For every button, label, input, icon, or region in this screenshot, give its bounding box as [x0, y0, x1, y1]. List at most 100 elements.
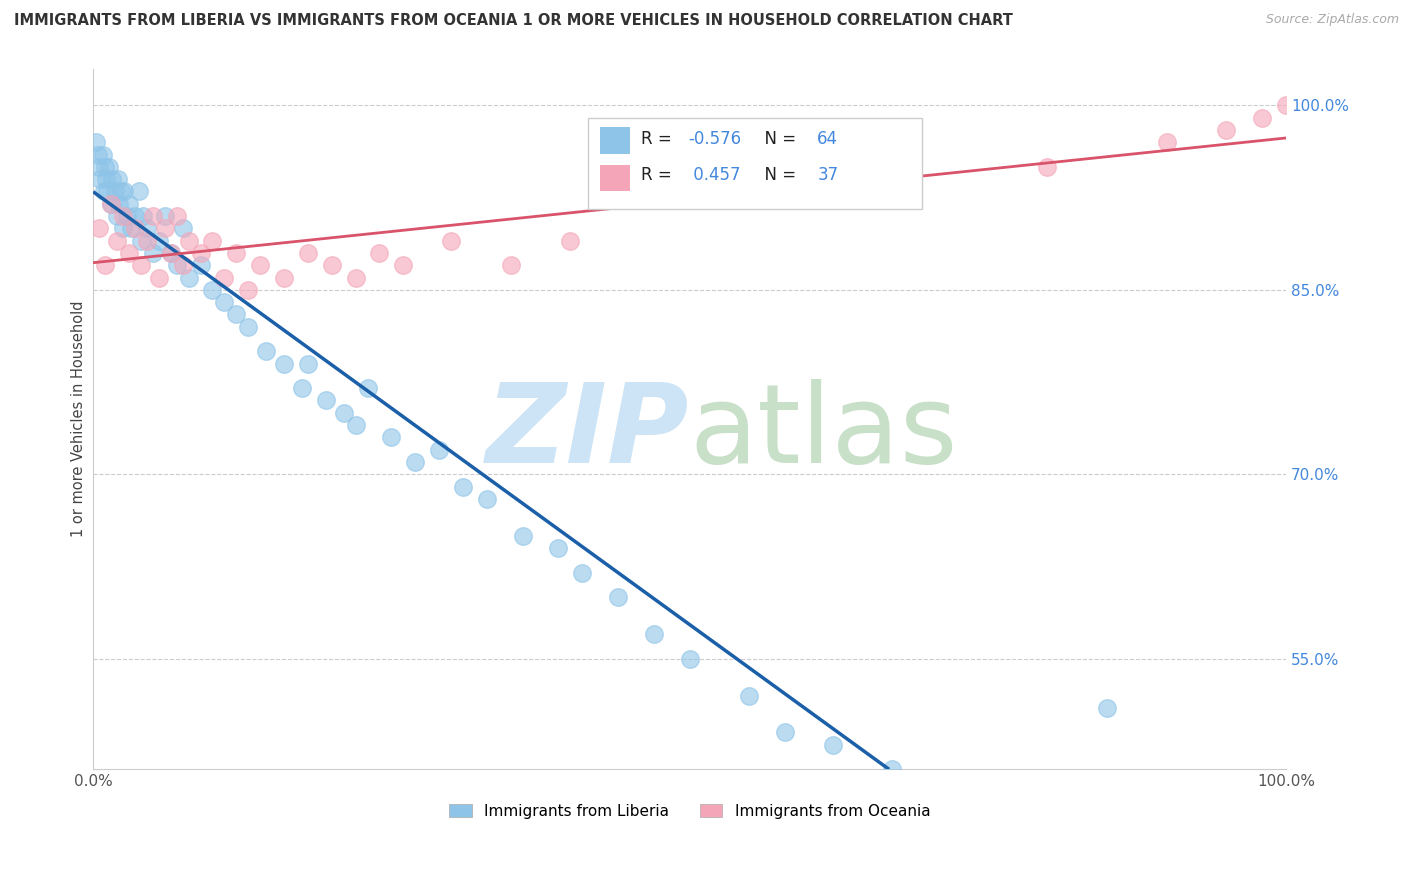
Point [225, 307, 247, 321]
Point [344, 270, 367, 285]
Point [100, 196, 122, 211]
Point [1095, 701, 1118, 715]
Bar [588, 118, 922, 209]
Point [112, 185, 135, 199]
Point [344, 418, 367, 433]
Point [1275, 98, 1298, 112]
Point [148, 270, 170, 285]
Point [177, 270, 200, 285]
Point [172, 258, 194, 272]
Point [512, 529, 534, 543]
Point [249, 258, 271, 272]
Point [111, 209, 134, 223]
Point [94, 258, 117, 272]
Point [291, 381, 314, 395]
Text: R =: R = [641, 166, 676, 184]
Point [89, 221, 111, 235]
Point [159, 246, 181, 260]
Text: 0.457: 0.457 [689, 166, 741, 184]
Point [100, 196, 122, 211]
Y-axis label: 1 or more Vehicles in Household: 1 or more Vehicles in Household [72, 301, 86, 537]
Bar [600, 164, 630, 191]
Point [201, 283, 224, 297]
Point [821, 738, 844, 752]
Point [107, 172, 129, 186]
Point [427, 442, 450, 457]
Point [172, 221, 194, 235]
Point [96, 172, 118, 186]
Point [238, 283, 260, 297]
Point [1036, 160, 1059, 174]
Point [135, 221, 157, 235]
Point [108, 196, 131, 211]
Point [190, 258, 212, 272]
Point [451, 479, 474, 493]
Point [177, 234, 200, 248]
Point [440, 234, 463, 248]
Point [238, 319, 260, 334]
Point [118, 246, 141, 260]
Point [738, 689, 761, 703]
Point [380, 430, 402, 444]
Point [94, 160, 117, 174]
Point [91, 147, 114, 161]
Text: R =: R = [641, 129, 676, 147]
Point [166, 258, 188, 272]
Point [97, 160, 120, 174]
Point [273, 270, 295, 285]
Point [201, 234, 224, 248]
Point [120, 221, 142, 235]
Point [105, 234, 128, 248]
Text: atlas: atlas [689, 379, 957, 486]
Text: 37: 37 [817, 166, 838, 184]
Point [118, 196, 141, 211]
Point [356, 381, 378, 395]
Point [104, 185, 127, 199]
Point [547, 541, 569, 555]
Point [1215, 123, 1237, 137]
Point [225, 246, 247, 260]
Point [111, 221, 134, 235]
Point [678, 651, 700, 665]
Point [297, 246, 319, 260]
Point [148, 234, 170, 248]
Point [882, 762, 904, 776]
Point [297, 357, 319, 371]
Point [87, 147, 110, 161]
Point [128, 185, 150, 199]
Bar [600, 128, 630, 154]
Point [135, 234, 157, 248]
Text: 64: 64 [817, 129, 838, 147]
Point [797, 185, 820, 199]
Point [190, 246, 212, 260]
Point [1156, 136, 1178, 150]
Point [368, 246, 391, 260]
Point [159, 246, 181, 260]
Point [321, 258, 343, 272]
Point [499, 258, 522, 272]
Point [315, 393, 337, 408]
Point [643, 627, 665, 641]
Point [129, 258, 152, 272]
Point [93, 185, 115, 199]
Point [607, 590, 630, 604]
Point [89, 160, 111, 174]
Point [273, 357, 295, 371]
Point [392, 258, 415, 272]
Point [124, 209, 146, 223]
Point [560, 234, 582, 248]
Point [105, 209, 128, 223]
Point [110, 185, 132, 199]
Point [153, 221, 176, 235]
Point [214, 270, 236, 285]
Point [332, 406, 354, 420]
Text: ZIP: ZIP [486, 379, 689, 486]
Point [142, 246, 165, 260]
Point [84, 136, 107, 150]
Point [571, 566, 593, 580]
Point [254, 344, 277, 359]
Point [89, 172, 111, 186]
Point [101, 172, 124, 186]
Text: N =: N = [754, 129, 801, 147]
Point [941, 787, 963, 801]
